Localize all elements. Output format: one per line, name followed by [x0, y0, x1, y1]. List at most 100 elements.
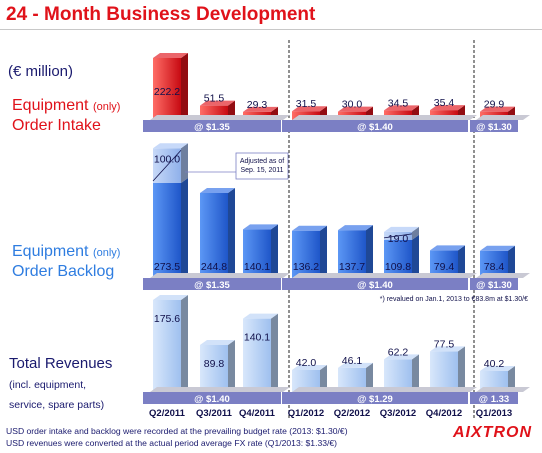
backlog-rate-label-1: @ $1.40 [357, 280, 393, 291]
backlog-adjust-strike-1 [383, 233, 413, 239]
revenue-rate-label-0: @ $1.40 [194, 394, 230, 405]
intake-rate-label-0: @ $1.35 [194, 122, 230, 133]
backlog-rate-band-1 [282, 278, 468, 290]
backlog-label-line1: Equipment [12, 243, 89, 260]
category-label-5: Q3/2012 [380, 408, 416, 419]
backlog-value-5: 109.8 [385, 261, 411, 273]
revenue-bar-5-top [384, 354, 419, 360]
revenue-bar-7-front [480, 370, 508, 392]
intake-bar-1-top [200, 100, 235, 106]
revenue-value-7: 40.2 [484, 358, 505, 370]
revenue-value-6: 77.5 [434, 338, 455, 350]
revenue-bar-5-front [384, 359, 412, 392]
revenue-value-5: 62.2 [388, 346, 409, 358]
revenue-bar-2-top [243, 313, 278, 319]
intake-value-1: 51.5 [204, 93, 225, 105]
intake-value-7: 29.9 [484, 99, 505, 111]
backlog-value-0: 273.5 [154, 261, 180, 273]
backlog-value-6: 79.4 [434, 261, 455, 273]
backlog-value-1: 244.8 [201, 261, 227, 273]
revenue-bar-5-side [412, 354, 419, 392]
revenue-bar-3-side [320, 364, 327, 392]
revalued-note: *) revalued on Jan.1, 2013 to €83.8m at … [380, 296, 528, 303]
backlog-bar-1-side [228, 187, 235, 278]
backlog-bar-6-side [458, 245, 465, 278]
revenue-value-2: 140.1 [244, 332, 270, 344]
backlog-bar-5-side [412, 234, 419, 278]
revenue-bar-1-side [228, 339, 235, 392]
backlog-adjust-value-0: 100.0 [154, 153, 180, 165]
intake-rate-band-0 [143, 120, 281, 132]
backlog-adjust-bar-0-side [181, 143, 188, 183]
intake-bar-5-top [384, 105, 419, 111]
intake-value-6: 35.4 [434, 97, 455, 109]
category-label-4: Q2/2012 [334, 408, 370, 419]
category-label-1: Q3/2011 [196, 408, 233, 419]
backlog-adjust-bar-1-side [412, 226, 419, 240]
intake-label-line1: Equipment [12, 97, 89, 114]
revenue-value-1: 89.8 [204, 358, 225, 370]
intake-value-0: 222.2 [154, 86, 180, 98]
revenue-platform-top-1 [292, 387, 477, 392]
category-label-0: Q2/2011 [149, 408, 186, 419]
revenue-bar-2-side [271, 313, 278, 392]
revenues-label: Total Revenues (incl. equipment, service… [9, 354, 112, 414]
backlog-rate-band-0 [143, 278, 281, 290]
backlog-label: Equipment (only) Order Backlog [12, 242, 120, 282]
revenue-rate-band-0 [143, 392, 281, 404]
backlog-bar-1-front [200, 192, 228, 278]
title-divider [0, 29, 542, 30]
revenue-rate-label-2: @ 1.33 [479, 394, 509, 405]
backlog-value-7: 78.4 [484, 261, 505, 273]
backlog-adjust-bar-0-top [153, 143, 188, 149]
footnote-1: USD order intake and backlog were record… [6, 426, 348, 436]
revenue-value-3: 42.0 [296, 357, 317, 369]
backlog-bar-5-front [384, 239, 412, 278]
intake-platform-top-0 [150, 115, 290, 120]
backlog-bar-4-top [338, 225, 373, 231]
backlog-platform-top-2 [476, 273, 530, 278]
backlog-bar-4-front [338, 230, 366, 278]
revenue-bar-4-side [366, 362, 373, 392]
backlog-bar-3-side [320, 225, 327, 278]
revenues-label-sub2: service, spare parts) [9, 399, 105, 411]
intake-label-line2: Order Intake [12, 117, 101, 134]
backlog-bar-0-front [153, 183, 181, 278]
category-label-3: Q1/2012 [288, 408, 324, 419]
revenue-rate-band-2 [470, 392, 518, 404]
revenue-bar-6-top [430, 346, 465, 352]
adjusted-note-line-1: Sep. 15, 2011 [240, 167, 283, 174]
revenue-rate-label-1: @ $1.29 [357, 394, 393, 405]
intake-label-paren: (only) [92, 101, 121, 113]
backlog-value-3: 136.2 [293, 261, 319, 273]
revenue-bar-1-front [200, 344, 228, 392]
intake-bar-0-front [153, 58, 181, 120]
intake-platform-top-1 [292, 115, 477, 120]
revenue-value-0: 175.6 [154, 313, 180, 325]
intake-rate-label-2: @ $1.30 [476, 122, 512, 133]
backlog-label-paren: (only) [92, 247, 121, 259]
aixtron-logo: AIXTRON [453, 424, 532, 441]
intake-value-4: 30.0 [342, 99, 363, 111]
backlog-rate-band-2 [470, 278, 518, 290]
backlog-rate-label-0: @ $1.35 [194, 280, 230, 291]
category-label-7: Q1/2013 [476, 408, 512, 419]
revenues-label-sub1: (incl. equipment, [9, 379, 87, 391]
intake-label: Equipment (only) Order Intake [12, 96, 120, 136]
backlog-adjust-bar-1-top [384, 226, 419, 232]
backlog-bar-7-top [480, 245, 515, 251]
category-label-2: Q4/2011 [239, 408, 276, 419]
intake-bar-3-top [292, 106, 327, 112]
revenue-bar-3-front [292, 369, 320, 392]
revenue-rate-band-1 [282, 392, 468, 404]
backlog-bar-4-side [366, 225, 373, 278]
revenue-bar-7-top [480, 365, 515, 371]
revenue-bar-0-top [153, 295, 188, 300]
backlog-platform-top-0 [150, 273, 290, 278]
revenue-bar-4-top [338, 362, 373, 368]
category-label-6: Q4/2012 [426, 408, 462, 419]
adjusted-note-box [235, 152, 289, 180]
intake-value-3: 31.5 [296, 98, 317, 110]
revenue-value-4: 46.1 [342, 355, 363, 367]
